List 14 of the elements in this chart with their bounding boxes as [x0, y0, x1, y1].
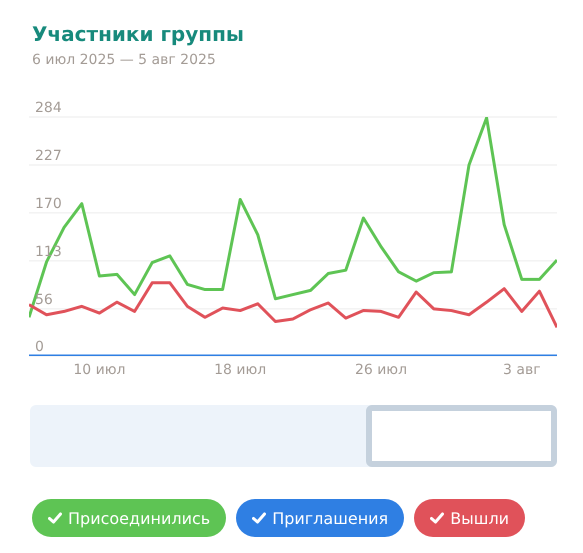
x-tick-label: 3 авг	[503, 362, 541, 378]
y-tick-label: 56	[35, 292, 53, 308]
text: Приглашения	[236, 499, 404, 537]
chart-title: Участники группы	[32, 22, 246, 46]
y-tick-label: 170	[35, 196, 62, 212]
text: Вышли	[414, 499, 526, 537]
chart-subtitle: 6 июл 2025 — 5 авг 2025	[32, 52, 217, 68]
x-tick-label: 10 июл	[73, 362, 126, 378]
x-tick-label: 18 июл	[214, 362, 266, 378]
x-tick-label: 26 июл	[354, 362, 408, 378]
y-tick-label: 227	[35, 148, 62, 164]
y-tick-label: 284	[35, 100, 62, 116]
text: Присоединились	[32, 499, 226, 537]
y-tick-label: 0	[35, 338, 44, 355]
